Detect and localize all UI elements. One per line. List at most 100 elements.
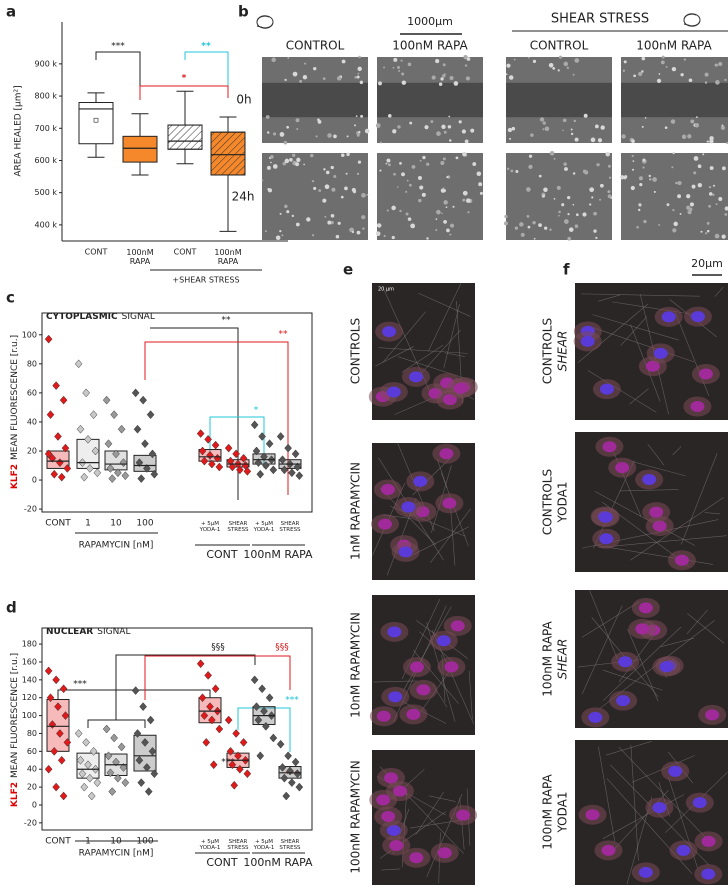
cell: [286, 125, 290, 129]
nucleus: [616, 695, 631, 707]
cell: [539, 117, 545, 122]
data-point: [280, 465, 289, 475]
cell: [360, 114, 364, 118]
cell: [519, 222, 524, 227]
cell: [283, 140, 288, 145]
cell: [287, 56, 290, 59]
micrograph: [377, 153, 483, 240]
cell: [335, 234, 340, 239]
cell: [532, 221, 536, 225]
fiber: [581, 601, 640, 638]
cell: [599, 183, 604, 188]
fiber: [591, 327, 695, 363]
cell: [528, 56, 530, 59]
cell: [330, 220, 334, 225]
cell: [398, 69, 401, 72]
cell: [538, 174, 542, 178]
cell: [446, 228, 450, 233]
cell: [361, 215, 366, 220]
cell: [543, 187, 548, 192]
cell: [690, 119, 695, 124]
cell: [357, 172, 359, 175]
group-label: 100nM RAPA: [243, 856, 313, 869]
y-label-highlight: KLF2: [10, 464, 20, 489]
data-point: [252, 702, 261, 712]
cell: [665, 66, 668, 68]
data-point: [74, 359, 83, 369]
cell: [591, 196, 594, 199]
data-point: [52, 675, 60, 685]
fiber: [619, 489, 679, 492]
cell: [680, 73, 684, 77]
data-point: [260, 452, 268, 462]
cell: [528, 154, 533, 158]
cell: [709, 166, 714, 170]
data-point: [86, 464, 94, 473]
data-point: [258, 432, 266, 441]
y-tick-label: 120: [22, 693, 37, 702]
data-point: [59, 791, 68, 801]
nucleus: [380, 484, 395, 496]
x-tick-label: CONT: [174, 248, 197, 257]
fiber: [443, 303, 460, 369]
nucleus: [618, 656, 633, 668]
bracket: [57, 689, 211, 728]
cell: [553, 197, 556, 200]
cell: [556, 185, 561, 190]
data-point: [117, 424, 126, 434]
nucleus: [401, 501, 416, 513]
cell: [452, 205, 455, 208]
cell: [386, 209, 389, 212]
cell: [648, 174, 651, 178]
cell: [638, 71, 643, 77]
cell: [552, 67, 556, 70]
cell: [720, 125, 726, 131]
cell: [679, 213, 682, 215]
cell: [724, 78, 727, 82]
cell: [446, 175, 449, 179]
nucleus: [598, 511, 613, 523]
cell: [510, 169, 514, 173]
nucleus: [376, 794, 391, 806]
nucleus: [588, 711, 603, 723]
cell: [695, 116, 698, 119]
cell: [572, 172, 576, 175]
nucleus: [386, 824, 401, 836]
data-point: [112, 757, 120, 767]
fiber: [587, 370, 657, 413]
cell: [608, 176, 612, 179]
cell: [661, 55, 665, 59]
cell: [279, 212, 282, 215]
fiber: [401, 344, 444, 373]
cell: [357, 160, 362, 164]
data-point: [202, 738, 211, 747]
cell: [643, 219, 647, 224]
cell: [409, 121, 413, 125]
cell: [356, 75, 360, 79]
cell: [282, 161, 287, 166]
y-tick-label: 60: [27, 388, 37, 397]
cell: [406, 179, 409, 182]
bracket: [95, 51, 141, 95]
cell: [449, 139, 452, 142]
cell: [675, 181, 678, 185]
nucleus: [599, 533, 614, 545]
fiber: [687, 613, 725, 644]
fiber: [605, 741, 652, 756]
title: SIGNAL: [97, 627, 130, 637]
micrograph: [262, 153, 368, 240]
cell: [683, 58, 686, 61]
fiber: [598, 294, 621, 302]
annotation: ***: [285, 770, 299, 780]
nucleus: [378, 518, 393, 530]
data-point: [112, 449, 120, 459]
scale-label: 20µm: [691, 257, 723, 270]
x-tick-label: + 5µM YODA-1: [199, 839, 221, 851]
bracket: [184, 51, 229, 98]
data-point: [250, 675, 259, 685]
y-tick-label: 80: [27, 729, 37, 738]
x-tick-label: + 5µM YODA-1: [199, 521, 221, 533]
data-point: [291, 757, 300, 767]
cell: [358, 55, 361, 59]
cell: [636, 225, 639, 229]
